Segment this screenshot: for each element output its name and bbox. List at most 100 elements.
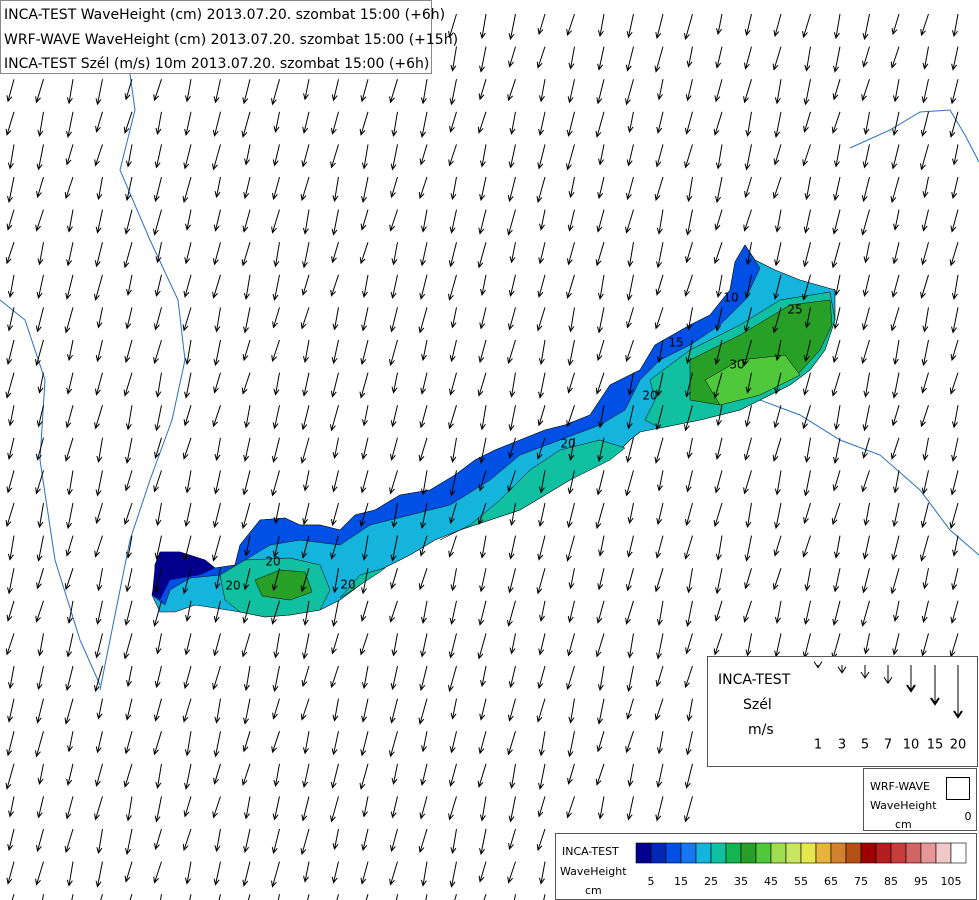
wind-arrow [479, 535, 487, 559]
color-swatch [830, 842, 847, 864]
wind-arrow [212, 405, 221, 428]
wind-arrow [743, 339, 752, 367]
wind-arrow [568, 176, 575, 199]
wind-arrow [627, 502, 634, 525]
wind-arrow [773, 144, 782, 166]
wind-arrow [772, 46, 782, 71]
wind-arrow [744, 535, 752, 562]
wind-arrow [243, 437, 251, 462]
wind-arrow [861, 568, 870, 594]
wind-arrow [832, 339, 841, 364]
wind-arrow [37, 633, 44, 657]
color-swatch [695, 842, 712, 864]
wind-speed-label: 3 [838, 738, 846, 753]
wind-arrow [920, 242, 929, 266]
wind-arrow [772, 307, 782, 334]
wind-arrow [64, 568, 74, 591]
wind-arrow [626, 405, 634, 430]
wind-arrow [655, 535, 664, 559]
wind-arrow [96, 828, 103, 855]
wind-arrow [212, 633, 221, 657]
wind-arrow [213, 470, 221, 495]
wind-arrow [772, 176, 782, 200]
wind-arrow [625, 731, 634, 754]
wind-arrow [625, 339, 634, 363]
header-line: INCA-TEST Szél (m/s) 10m 2013.07.20. szo… [4, 56, 429, 72]
wind-arrow [154, 665, 162, 689]
wind-arrow [656, 763, 664, 788]
wind-arrow [507, 731, 516, 756]
wind-arrow [507, 698, 516, 722]
wind-arrow [64, 176, 74, 200]
wind-arrow [566, 274, 575, 299]
wind-arrow [478, 470, 487, 492]
wind-arrow [772, 568, 782, 591]
wind-arrow [359, 502, 369, 528]
wind-arrow [626, 307, 634, 329]
wind-arrow [154, 828, 162, 851]
wind-arrow [479, 437, 487, 464]
wind-arrow [862, 46, 870, 68]
wind-arrow [271, 828, 280, 855]
wind-arrow [684, 796, 693, 823]
wind-arrow [685, 339, 693, 365]
wind-arrow [214, 828, 221, 853]
wind-arrow [450, 307, 457, 329]
wind-arrow [922, 307, 929, 333]
wind-arrow [478, 600, 487, 626]
wind-arrow [213, 731, 221, 758]
color-swatch [845, 842, 862, 864]
wind-arrow [95, 502, 103, 525]
color-label: 5 [648, 875, 655, 888]
wind-arrow [539, 209, 546, 231]
wind-arrow [6, 470, 15, 494]
wind-arrow [832, 79, 841, 101]
wind-arrow [212, 502, 221, 529]
wind-arrow [745, 111, 752, 137]
wind-arrow [862, 274, 870, 297]
wind-arrow [566, 796, 575, 819]
wind-speed-label: 20 [950, 738, 967, 753]
wind-arrow [684, 372, 693, 398]
wind-arrow [302, 339, 310, 364]
lake-band [439, 439, 626, 541]
wind-arrow [566, 13, 575, 37]
wind-speed-label: 7 [884, 738, 892, 753]
wind-arrow [715, 535, 723, 561]
wind-arrow [892, 470, 900, 494]
wind-arrow [123, 372, 133, 397]
wind-arrow [37, 372, 44, 394]
wind-arrow [802, 535, 811, 558]
wind-arrow [71, 894, 74, 900]
wind-arrow [241, 372, 251, 395]
wind-arrow [598, 144, 605, 166]
wind-arrow [920, 405, 929, 428]
wind-arrow [7, 698, 15, 723]
wind-arrow [773, 405, 782, 429]
wind-arrow [419, 665, 428, 692]
wind-arrow [67, 339, 74, 362]
wind-arrow [65, 144, 74, 166]
wind-arrow [745, 502, 752, 529]
wind-legend-arrows: 1 3 5 7 10 15 20 [813, 661, 967, 753]
wind-arrow [449, 600, 457, 625]
wind-arrow [596, 600, 605, 624]
wind-arrow [477, 372, 487, 397]
wind-arrow [567, 600, 575, 623]
wind-arrow [123, 763, 133, 788]
wind-arrow [419, 535, 428, 557]
wind-arrow [508, 144, 516, 169]
wind-arrow [568, 307, 575, 333]
wind-arrow [241, 242, 251, 267]
wind-arrow [803, 502, 811, 525]
wind-arrow [243, 568, 251, 591]
wind-arrow [920, 633, 929, 657]
wind-arrow [243, 307, 251, 334]
wind-arrow [479, 144, 487, 168]
wind-arrow [921, 79, 929, 104]
wind-arrow [714, 600, 723, 622]
wind-arrow [419, 274, 428, 300]
wind-arrow [715, 274, 723, 298]
arrow-head [837, 666, 847, 674]
wind-arrow [36, 568, 44, 590]
